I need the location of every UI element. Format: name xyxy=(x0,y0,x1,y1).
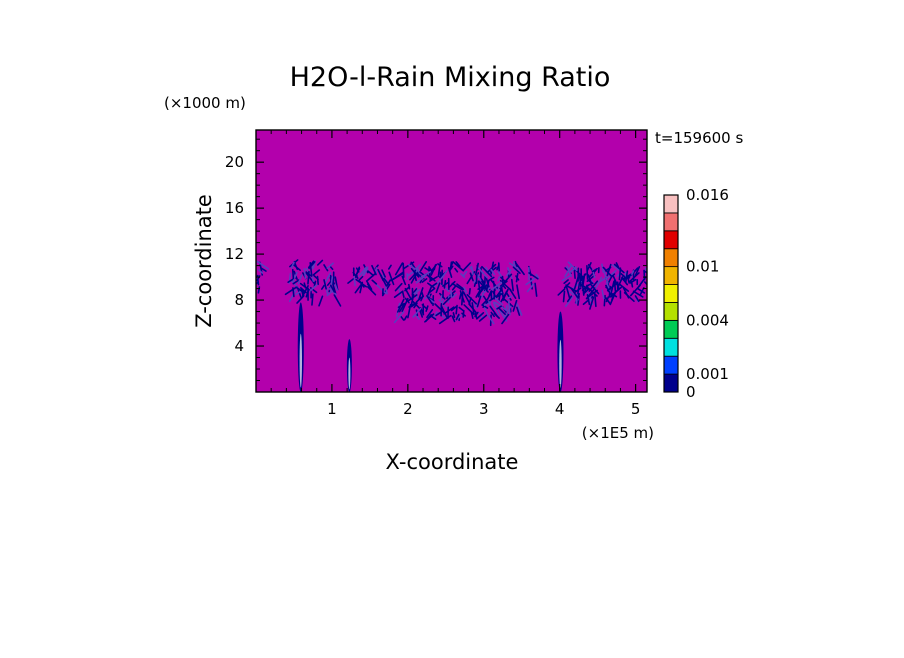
x-tick-label: 2 xyxy=(403,400,413,418)
rain-streak xyxy=(312,294,313,305)
colorbar-swatch xyxy=(664,231,678,249)
colorbar-swatch xyxy=(664,374,678,392)
colorbar-swatch xyxy=(664,320,678,338)
colorbar-swatch xyxy=(664,285,678,303)
x-tick-label: 3 xyxy=(479,400,489,418)
rain-shaft-highlight xyxy=(348,358,350,390)
colorbar-swatch xyxy=(664,338,678,356)
rain-shaft-highlight xyxy=(559,340,561,388)
rain-streak xyxy=(564,291,565,301)
x-axis-label: X-coordinate xyxy=(386,450,519,474)
rain-streak xyxy=(456,306,457,314)
colorbar-label: 0.001 xyxy=(686,365,729,383)
y-unit-label: (×1000 m) xyxy=(164,94,246,112)
rain-streak xyxy=(318,277,319,285)
colorbar-swatch xyxy=(664,213,678,231)
chart-title: H2O-l-Rain Mixing Ratio xyxy=(290,62,611,93)
y-tick-label: 4 xyxy=(234,337,244,355)
x-tick-label: 1 xyxy=(327,400,337,418)
rain-shaft-2 xyxy=(347,339,352,392)
rain-shaft-highlight xyxy=(300,334,302,388)
colorbar-swatch xyxy=(664,195,678,213)
rain-streak xyxy=(403,263,404,277)
colorbar-label: 0 xyxy=(686,383,696,401)
y-axis-label: Z-coordinate xyxy=(192,194,216,328)
colorbar-label: 0.01 xyxy=(686,258,719,276)
rain-streak xyxy=(453,313,454,317)
rain-streak xyxy=(293,270,294,279)
time-label: t=159600 s xyxy=(655,129,743,147)
rain-streak xyxy=(604,296,605,306)
rain-streak xyxy=(619,268,620,279)
rain-streak xyxy=(469,289,470,294)
colorbar-swatch xyxy=(664,302,678,320)
rain-streak xyxy=(308,272,309,284)
rain-streak xyxy=(632,282,633,287)
y-tick-label: 8 xyxy=(234,291,244,309)
colorbar-swatch xyxy=(664,267,678,285)
y-tick-label: 16 xyxy=(225,199,244,217)
colorbar-label: 0.016 xyxy=(686,186,729,204)
colorbar-swatch xyxy=(664,356,678,374)
y-tick-label: 20 xyxy=(225,153,244,171)
rain-streak xyxy=(258,279,259,285)
x-tick-label: 5 xyxy=(631,400,641,418)
colorbar-swatch xyxy=(664,249,678,267)
rain-streak xyxy=(354,277,355,285)
colorbar-label: 0.004 xyxy=(686,311,729,329)
rain-shaft-1 xyxy=(298,302,304,392)
y-tick-label: 12 xyxy=(225,245,244,263)
rain-streak xyxy=(258,287,259,293)
x-tick-label: 4 xyxy=(555,400,565,418)
rain-streak xyxy=(587,266,588,279)
rain-streak xyxy=(312,277,313,281)
x-unit-label: (×1E5 m) xyxy=(582,424,654,442)
rain-shaft-3 xyxy=(557,312,563,392)
rain-streak xyxy=(615,281,616,292)
